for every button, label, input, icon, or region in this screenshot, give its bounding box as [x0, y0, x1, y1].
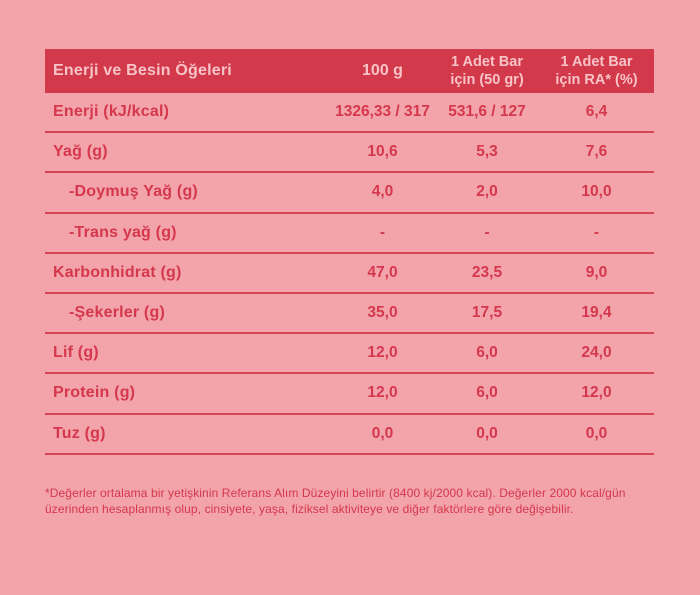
value-per-bar: 17,5 [471, 304, 503, 322]
row-label: Tuz (g) [53, 424, 106, 442]
row-label: -Şekerler (g) [69, 304, 165, 322]
row-label: Enerji (kJ/kcal) [53, 103, 170, 121]
value-ra-percent: 10,0 [581, 183, 612, 201]
reference-intake-footnote: *Değerler ortalama bir yetişkinin Refera… [45, 486, 626, 517]
value-ra-percent: 6,4 [585, 103, 608, 121]
value-per-bar: - [484, 223, 490, 241]
row-label: Karbonhidrat (g) [53, 263, 182, 281]
value-100g: 12,0 [367, 384, 398, 402]
value-ra-percent: 24,0 [581, 344, 612, 362]
row-label: Lif (g) [53, 344, 99, 362]
header-ra-percent-line2: için RA* (%) [555, 72, 638, 88]
header-nutrients-label: Enerji ve Besin Öğeleri [53, 62, 232, 79]
row-label: -Doymuş Yağ (g) [69, 183, 198, 201]
table-row-carbohydrate: Karbonhidrat (g) 47,0 23,5 9,0 [45, 254, 654, 294]
header-ra-percent-label: 1 Adet Bar için RA* (%) [539, 53, 654, 89]
value-ra-percent: 7,6 [585, 143, 608, 161]
value-100g: 12,0 [367, 344, 398, 362]
value-per-bar: 5,3 [476, 143, 498, 161]
value-per-bar: 2,0 [476, 183, 498, 201]
value-100g: 1326,33 / 317 [335, 103, 430, 121]
value-per-bar: 6,0 [476, 384, 498, 402]
value-ra-percent: 12,0 [581, 384, 612, 402]
nutrition-table: Enerji ve Besin Öğeleri 100 g 1 Adet Bar… [45, 49, 654, 455]
value-100g: 47,0 [367, 263, 398, 281]
table-row-saturated-fat: -Doymuş Yağ (g) 4,0 2,0 10,0 [45, 173, 654, 214]
value-per-bar: 6,0 [476, 344, 498, 362]
header-per-bar-label: 1 Adet Bar için (50 gr) [435, 53, 539, 89]
table-row-trans-fat: -Trans yağ (g) - - - [45, 214, 654, 254]
value-100g: 10,6 [367, 143, 398, 161]
table-row-energy: Enerji (kJ/kcal) 1326,33 / 317 531,6 / 1… [45, 93, 654, 134]
table-row-salt: Tuz (g) 0,0 0,0 0,0 [45, 415, 654, 455]
row-label: Yağ (g) [53, 143, 108, 161]
value-per-bar: 23,5 [471, 263, 503, 281]
table-row-fiber: Lif (g) 12,0 6,0 24,0 [45, 334, 654, 375]
header-100g-label: 100 g [362, 62, 403, 79]
value-ra-percent: - [593, 223, 600, 241]
header-ra-percent-line1: 1 Adet Bar [560, 54, 633, 70]
value-ra-percent: 0,0 [585, 424, 608, 442]
header-per-bar-line1: 1 Adet Bar [451, 54, 523, 70]
table-row-sugars: -Şekerler (g) 35,0 17,5 19,4 [45, 294, 654, 335]
value-100g: 0,0 [371, 424, 394, 442]
value-100g: - [379, 223, 386, 241]
value-ra-percent: 9,0 [585, 263, 608, 281]
value-100g: 35,0 [367, 304, 398, 322]
value-100g: 4,0 [371, 183, 394, 201]
table-header-row: Enerji ve Besin Öğeleri 100 g 1 Adet Bar… [45, 49, 654, 93]
value-per-bar: 531,6 / 127 [448, 103, 526, 121]
table-row-fat: Yağ (g) 10,6 5,3 7,6 [45, 133, 654, 174]
row-label: Protein (g) [53, 384, 136, 402]
footnote-line1: *Değerler ortalama bir yetişkinin Refera… [45, 486, 626, 500]
footnote-line2: üzerinden hesaplanmış olup, cinsiyete, y… [45, 501, 574, 516]
value-per-bar: 0,0 [476, 424, 498, 442]
value-ra-percent: 19,4 [581, 304, 612, 322]
row-label: -Trans yağ (g) [69, 223, 177, 241]
table-row-protein: Protein (g) 12,0 6,0 12,0 [45, 374, 654, 415]
header-per-bar-line2: için (50 gr) [450, 72, 524, 88]
